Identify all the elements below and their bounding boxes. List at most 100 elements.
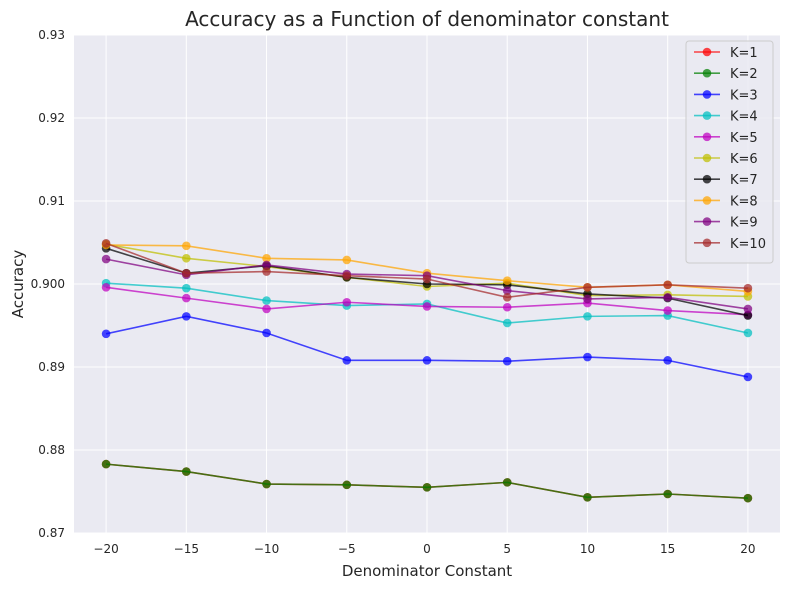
series-k-10 (101, 239, 753, 302)
data-point (182, 467, 191, 476)
data-point (663, 489, 672, 499)
x-tick-label: −20 (93, 542, 118, 556)
legend-item: K=1 (694, 46, 758, 61)
x-tick-label: −15 (174, 542, 199, 556)
data-point (583, 294, 592, 304)
data-point (583, 352, 592, 362)
legend-label: K=3 (730, 88, 758, 103)
x-tick-label: 10 (580, 542, 595, 556)
legend-label: K=2 (730, 67, 758, 82)
legend-marker (702, 238, 712, 248)
legend-item: K=7 (694, 173, 758, 188)
series-layer (101, 239, 753, 503)
data-point (502, 292, 512, 302)
legend-marker (702, 132, 712, 142)
legend-item: K=8 (694, 194, 758, 209)
data-point (502, 318, 512, 328)
legend-marker (702, 217, 712, 226)
data-point (262, 296, 271, 305)
legend-item: K=6 (694, 152, 758, 167)
data-point (101, 329, 111, 339)
data-point (101, 283, 111, 292)
legend-label: K=4 (730, 110, 758, 125)
data-point (743, 311, 753, 320)
legend-item: K=5 (694, 131, 758, 146)
data-point (342, 255, 352, 265)
x-axis-label: Denominator Constant (342, 562, 512, 580)
data-point (182, 312, 191, 321)
data-point (583, 493, 592, 502)
data-point (743, 328, 753, 338)
legend-item: K=9 (694, 216, 758, 231)
x-tick-label: 15 (660, 542, 675, 556)
data-point (663, 356, 672, 365)
x-tick-labels: −20 −15 −10 −5 0 5 10 15 20 (93, 542, 755, 556)
data-point (422, 483, 432, 492)
legend-marker (702, 90, 712, 99)
data-point (262, 267, 271, 276)
legend-label: K=5 (730, 131, 758, 146)
legend-label: K=10 (730, 237, 766, 252)
x-tick-label: 20 (740, 542, 755, 556)
legend-marker (702, 174, 712, 184)
x-tick-label: 5 (503, 542, 511, 556)
data-point (502, 356, 512, 366)
data-point (101, 254, 111, 264)
x-tick-label: −5 (338, 542, 356, 556)
data-point (342, 271, 352, 281)
data-point (101, 239, 111, 248)
legend-marker (702, 111, 712, 120)
data-point (663, 292, 672, 302)
data-point (663, 280, 672, 290)
data-point (502, 478, 512, 487)
legend-label: K=8 (730, 194, 758, 209)
legend-label: K=7 (730, 173, 758, 188)
y-tick-label: 0.92 (38, 111, 65, 125)
data-point (262, 479, 271, 489)
data-point (502, 286, 512, 295)
chart-title: Accuracy as a Function of denominator co… (185, 7, 669, 31)
legend-marker (702, 153, 712, 163)
data-point (182, 283, 191, 293)
legend-marker (702, 47, 712, 57)
data-point (743, 493, 753, 503)
data-point (342, 297, 352, 307)
data-point (182, 268, 191, 278)
legend-item: K=2 (694, 67, 758, 82)
data-point (422, 302, 432, 311)
data-point (502, 276, 512, 285)
data-point (262, 260, 271, 270)
data-point (743, 283, 753, 293)
data-point (182, 241, 191, 251)
legend-label: K=6 (730, 152, 758, 167)
y-tick-label: 0.91 (38, 194, 65, 208)
series-k-3 (101, 312, 753, 382)
data-point (182, 253, 191, 263)
y-tick-label: 0.900 (31, 277, 65, 291)
y-tick-label: 0.87 (38, 526, 65, 540)
legend-marker (702, 196, 712, 205)
legend: K=1 K=2 K=3 K=4 K=5 K=6 K=7 K=8 K=9 K=10 (685, 40, 774, 264)
y-axis-label: Accuracy (9, 250, 27, 319)
data-point (422, 356, 432, 365)
data-point (262, 253, 271, 263)
data-point (342, 356, 352, 365)
legend-item: K=3 (694, 88, 758, 103)
data-point (262, 304, 271, 314)
y-tick-label: 0.93 (38, 28, 65, 42)
legend-marker (702, 68, 712, 78)
data-point (101, 459, 111, 469)
data-point (663, 306, 672, 315)
legend-label: K=1 (730, 46, 758, 61)
data-point (182, 293, 191, 303)
x-tick-label: −10 (254, 542, 279, 556)
legend-item: K=4 (694, 110, 758, 125)
legend-label: K=9 (730, 216, 758, 231)
data-point (422, 274, 432, 284)
data-point (262, 328, 271, 338)
y-tick-label: 0.88 (38, 443, 65, 457)
data-point (743, 372, 753, 382)
series-k-2 (101, 459, 753, 503)
data-point (502, 302, 512, 312)
y-tick-labels: 0.87 0.88 0.89 0.900 0.91 0.92 0.93 (31, 28, 65, 540)
